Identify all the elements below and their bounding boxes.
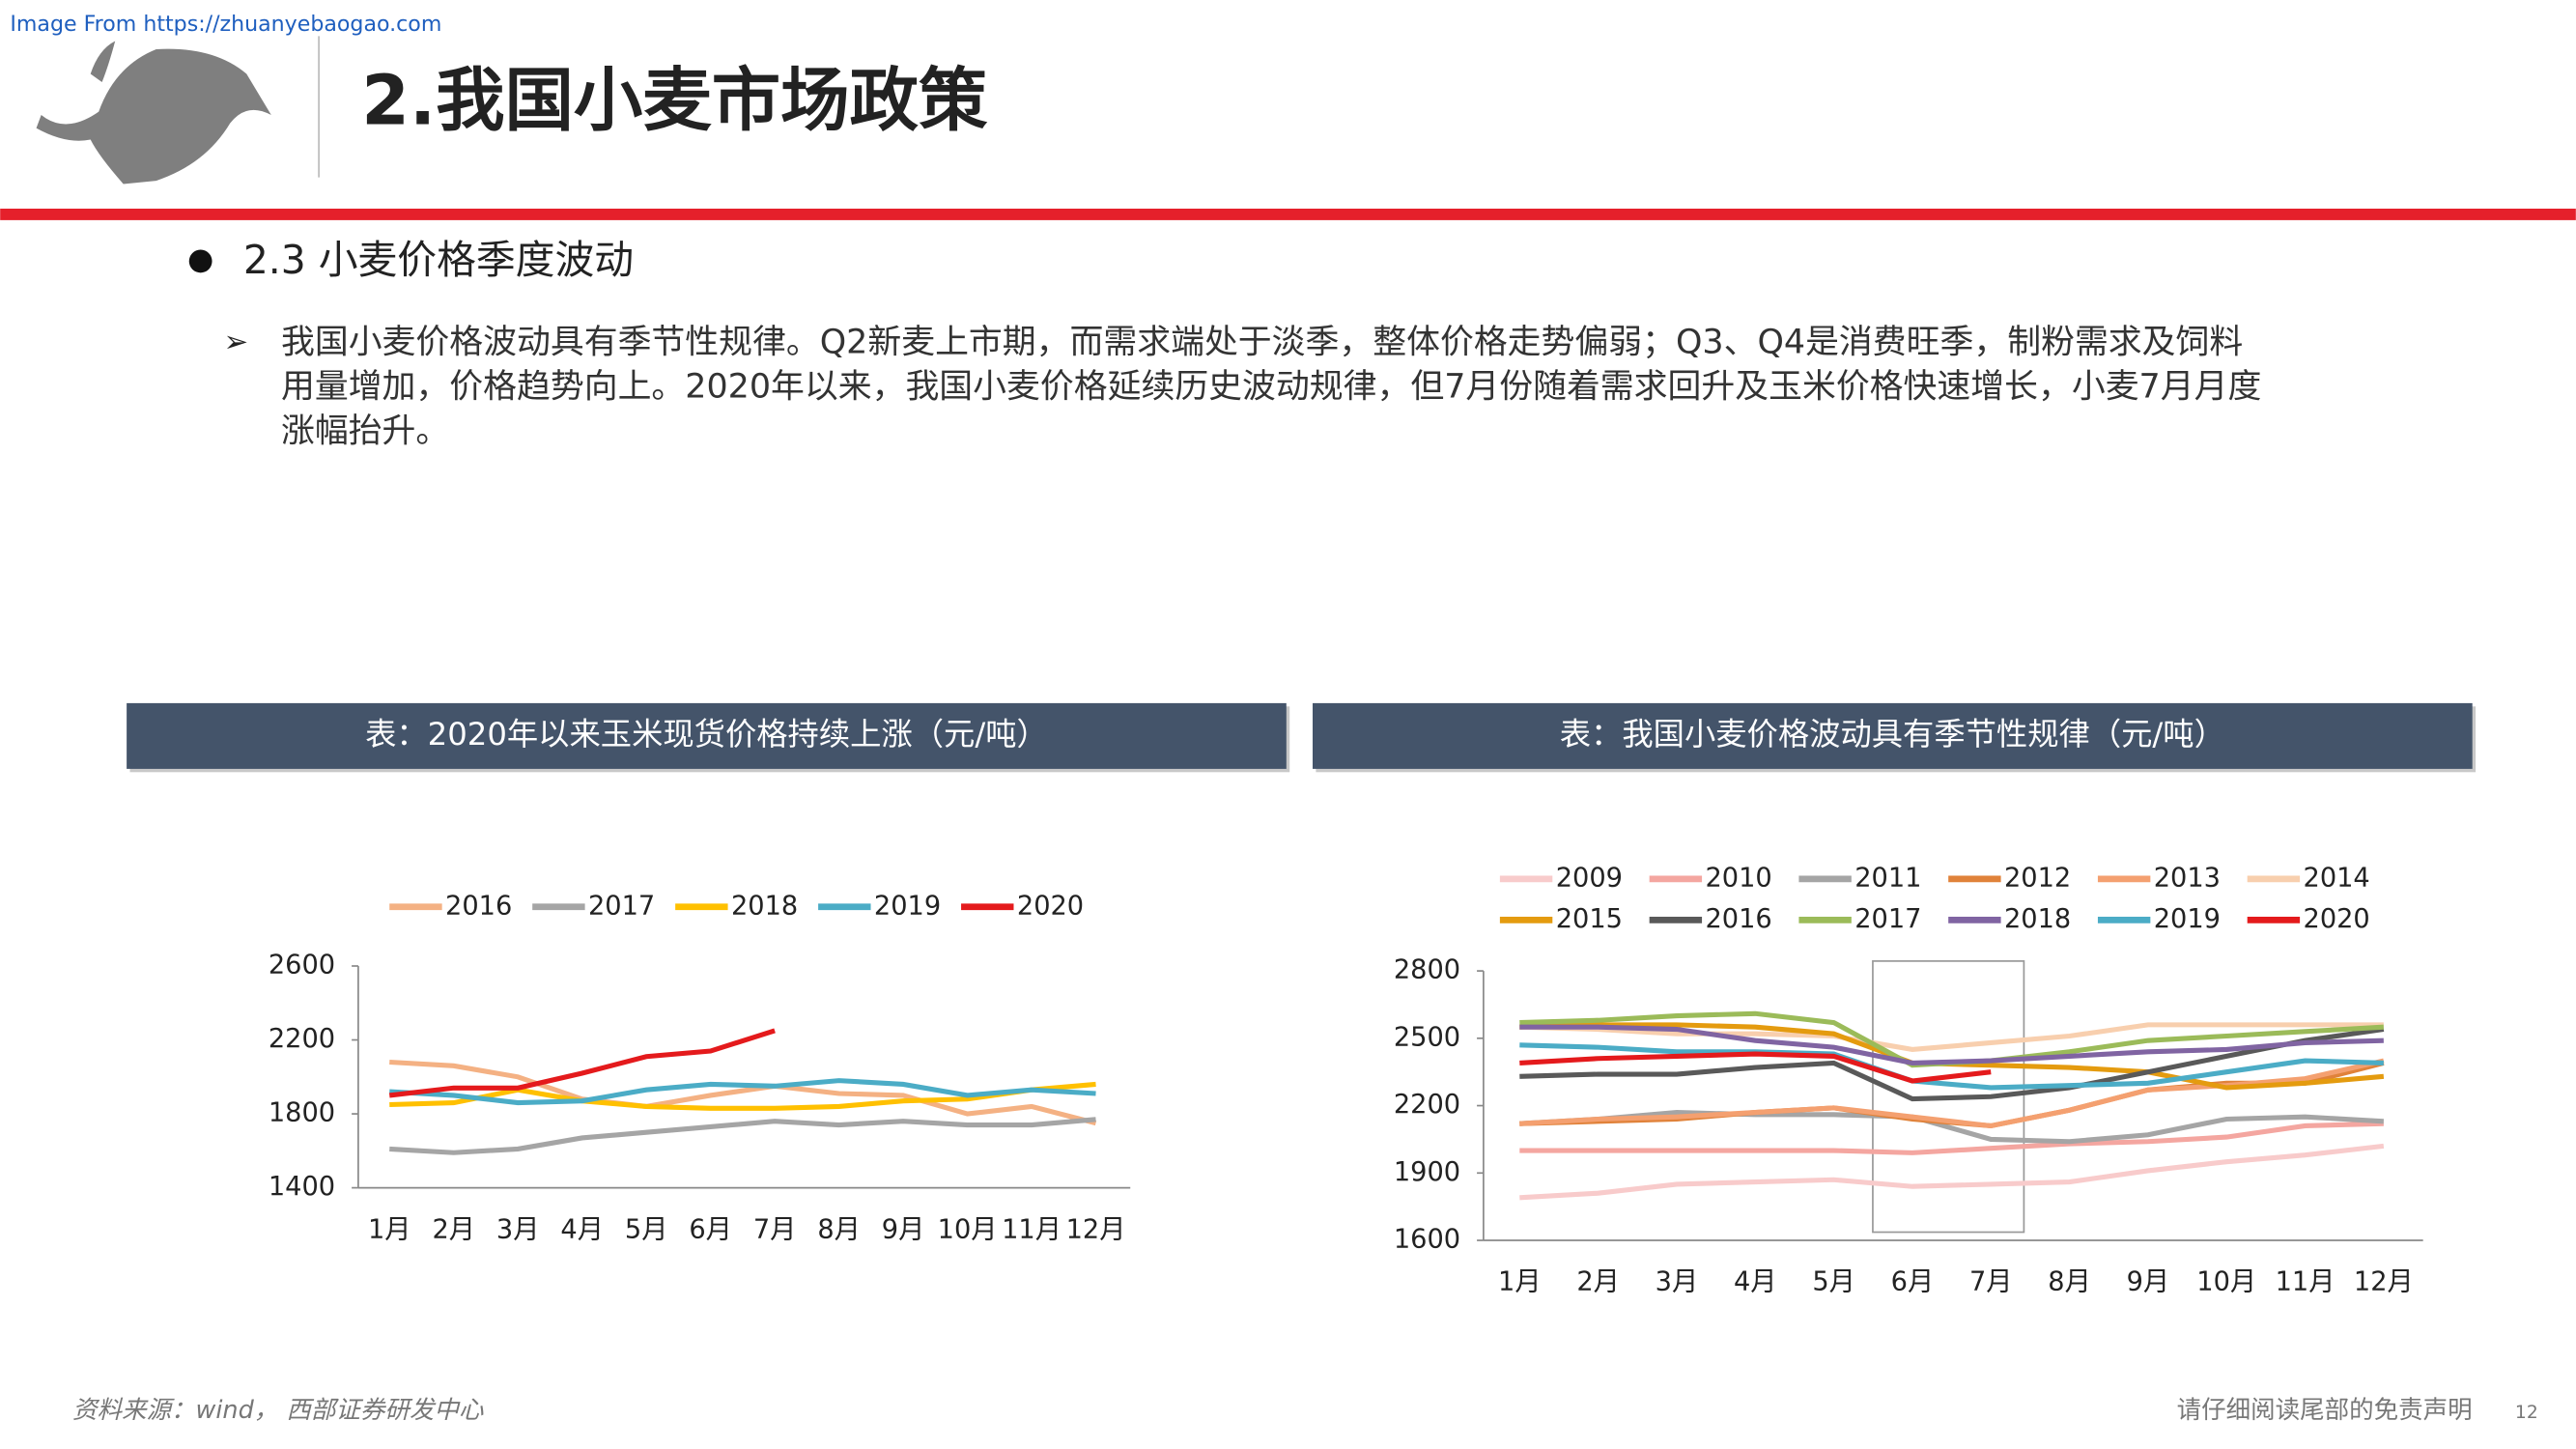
bullet <box>188 249 212 273</box>
x-tick-label: 11月 <box>1002 1214 1062 1244</box>
series-line <box>389 1059 1097 1126</box>
legend-label: 2020 <box>2304 904 2370 934</box>
x-tick-label: 4月 <box>1734 1267 1777 1297</box>
legend-label: 2016 <box>445 891 512 921</box>
x-tick-label: 10月 <box>938 1214 998 1244</box>
header-bar <box>0 208 2576 220</box>
x-tick-label: 8月 <box>817 1214 861 1244</box>
y-tick-label: 1800 <box>269 1098 335 1128</box>
x-tick-label: 3月 <box>496 1214 540 1244</box>
x-tick-label: 8月 <box>2048 1267 2091 1297</box>
y-tick-label: 1600 <box>1394 1225 1460 1255</box>
source: 资料来源：wind， 西部证券研发中心 <box>72 1396 484 1425</box>
watermark: Image From https://zhuanyebaogao.com <box>10 12 441 37</box>
x-tick-label: 5月 <box>1812 1267 1855 1297</box>
legend-label: 2020 <box>1017 891 1084 921</box>
paragraph-line: 用量增加，价格趋势向上。2020年以来，我国小麦价格延续历史波动规律，但7月份随… <box>281 367 2261 406</box>
x-tick-label: 4月 <box>560 1214 604 1244</box>
legend-label: 2018 <box>2004 904 2071 934</box>
series-line <box>1519 1143 2385 1201</box>
x-tick-label: 2月 <box>1576 1267 1620 1297</box>
x-tick-label: 2月 <box>432 1214 475 1244</box>
legend-label: 2009 <box>1556 863 1623 893</box>
legend-label: 2017 <box>588 891 655 921</box>
legend-label: 2013 <box>2154 863 2221 893</box>
highlight-box <box>1872 960 2025 1234</box>
x-tick-label: 7月 <box>1969 1267 2013 1297</box>
legend-label: 2019 <box>2154 904 2221 934</box>
series-line <box>1519 1051 1992 1084</box>
arrow-bullet: ➢ <box>223 326 248 359</box>
y-tick-label: 2200 <box>1394 1090 1460 1120</box>
legend-label: 2010 <box>1705 863 1771 893</box>
series-line <box>389 1078 1096 1106</box>
x-tick-label: 9月 <box>882 1214 925 1244</box>
chart-title: 表：我国小麦价格波动具有季节性规律（元/吨） <box>1560 716 2225 753</box>
series-line <box>389 1117 1096 1155</box>
x-tick-label: 7月 <box>753 1214 797 1244</box>
series-line <box>1519 1121 2384 1155</box>
y-tick-label: 2500 <box>1394 1022 1460 1052</box>
disclaimer: 请仔细阅读尾部的免责声明 <box>2177 1396 2473 1425</box>
legend-label: 2014 <box>2304 863 2370 893</box>
x-tick-label: 1月 <box>368 1214 411 1244</box>
paragraph-line: 我国小麦价格波动具有季节性规律。Q2新麦上市期，而需求端处于淡季，整体价格走势偏… <box>281 323 2243 361</box>
x-tick-label: 1月 <box>1498 1267 1542 1297</box>
series-line <box>389 1081 1096 1111</box>
series-line <box>1519 1027 2385 1102</box>
legend-label: 2012 <box>2004 863 2071 893</box>
series-line <box>1519 1058 2385 1129</box>
series-line <box>388 1028 776 1098</box>
x-tick-label: 10月 <box>2196 1267 2256 1297</box>
legend-label: 2011 <box>1854 863 1921 893</box>
legend-label: 2016 <box>1705 904 1771 934</box>
chart-title: 表：2020年以来玉米现货价格持续上涨（元/吨） <box>365 716 1048 753</box>
y-tick-label: 2600 <box>269 950 335 980</box>
logo <box>36 41 271 185</box>
x-tick-label: 6月 <box>1891 1267 1935 1297</box>
series-line <box>1519 1024 2384 1065</box>
x-tick-label: 5月 <box>625 1214 668 1244</box>
x-tick-label: 12月 <box>2354 1267 2414 1297</box>
x-tick-label: 3月 <box>1656 1267 1699 1297</box>
y-tick-label: 1400 <box>269 1172 335 1202</box>
x-tick-label: 9月 <box>2127 1267 2170 1297</box>
legend-label: 2019 <box>874 891 941 921</box>
legend-label: 2018 <box>731 891 798 921</box>
y-tick-label: 2800 <box>1394 955 1460 985</box>
legend-label: 2017 <box>1854 904 1921 934</box>
x-tick-label: 12月 <box>1066 1214 1126 1244</box>
chart-title-bar <box>1313 702 2473 769</box>
y-tick-label: 2200 <box>269 1024 335 1054</box>
x-tick-label: 6月 <box>689 1214 732 1244</box>
section-heading: 2.3 小麦价格季度波动 <box>243 237 634 283</box>
y-tick-label: 1900 <box>1394 1157 1460 1187</box>
series-line <box>1519 1042 2384 1091</box>
paragraph-line: 涨幅抬升。 <box>281 412 449 450</box>
series-line <box>1519 1109 2384 1145</box>
legend-label: 2015 <box>1556 904 1623 934</box>
page-title: 2.我国小麦市场政策 <box>361 60 988 140</box>
series-line <box>1519 1022 2384 1053</box>
page-number: 12 <box>2515 1403 2538 1423</box>
chart-title-bar <box>127 702 1287 769</box>
x-tick-label: 11月 <box>2276 1267 2335 1297</box>
